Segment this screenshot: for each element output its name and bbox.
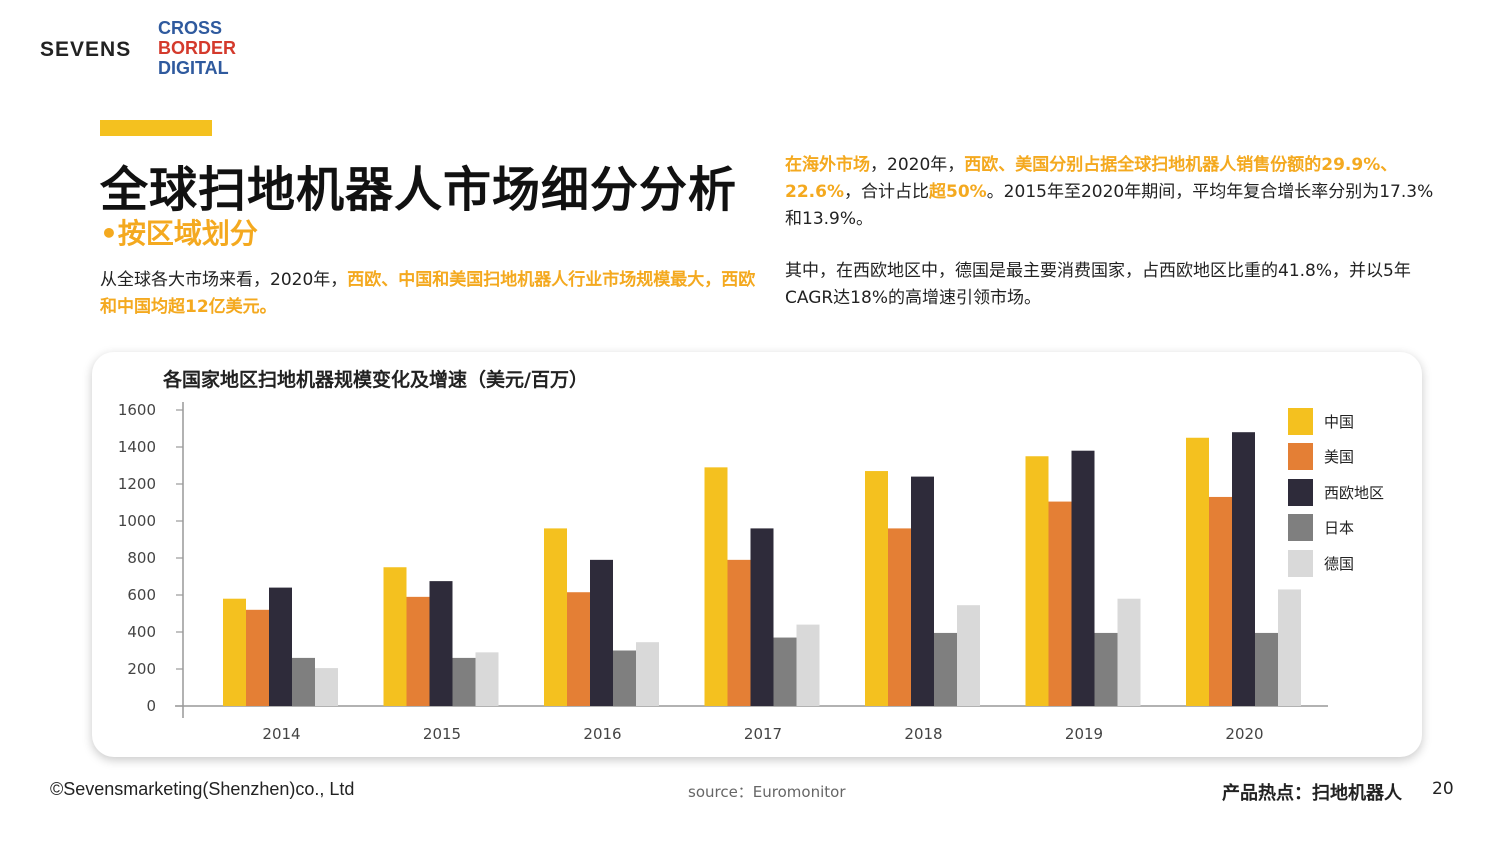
bar-2019-3 xyxy=(1094,632,1118,706)
bar-2014-3 xyxy=(292,657,315,706)
bar-2020-4 xyxy=(1278,589,1301,706)
legend-label: 西欧地区 xyxy=(1324,483,1385,502)
logo-line-cross: CROSS xyxy=(158,18,223,38)
bar-2014-2 xyxy=(269,587,292,706)
sevens-logo: SEVENS xyxy=(40,38,132,61)
bar-2020-0 xyxy=(1186,437,1209,706)
legend-swatch xyxy=(1288,549,1313,577)
y-tick-label: 400 xyxy=(127,623,156,641)
bar-2015-3 xyxy=(452,657,476,706)
crossborder-digital-logo: CROSS BORDER DIGITAL xyxy=(158,18,236,78)
x-tick-label: 2015 xyxy=(423,725,461,743)
bar-2016-2 xyxy=(590,559,613,706)
bar-2015-0 xyxy=(383,567,407,706)
y-tick-label: 0 xyxy=(146,697,156,715)
highlight-overseas: 在海外市场 xyxy=(785,155,870,175)
intro-paragraph: 从全球各大市场来看，2020年，西欧、中国和美国扫地机器人行业市场规模最大，西欧… xyxy=(100,267,760,321)
logo-line-digital: DIGITAL xyxy=(158,58,229,78)
bar-2020-3 xyxy=(1255,632,1278,706)
legend-label: 中国 xyxy=(1324,412,1355,431)
bar-2018-0 xyxy=(865,471,888,706)
bar-2014-4 xyxy=(315,668,338,706)
chart-title: 各国家地区扫地机器规模变化及增速（美元/百万） xyxy=(163,369,588,391)
x-tick-label: 2020 xyxy=(1225,725,1263,743)
legend-label: 日本 xyxy=(1324,519,1355,537)
text-segment: ，合计占比 xyxy=(843,182,929,202)
y-tick-label: 200 xyxy=(127,660,156,678)
logo-line-border: BORDER xyxy=(158,38,237,58)
highlight-over-50: 超50% xyxy=(928,182,987,202)
x-tick-label: 2018 xyxy=(904,725,942,743)
bar-2015-1 xyxy=(406,596,430,706)
x-tick-label: 2014 xyxy=(262,725,300,743)
analysis-paragraph-2: 其中，在西欧地区中，德国是最主要消费国家，占西欧地区比重的41.8%，并以5年C… xyxy=(785,261,1411,308)
legend-swatch xyxy=(1288,514,1313,541)
source-text: source：Euromonitor xyxy=(688,783,846,801)
bar-2016-3 xyxy=(613,650,636,706)
y-tick-label: 600 xyxy=(127,586,156,604)
bar-2019-0 xyxy=(1025,456,1049,706)
intro-highlight: 西欧、中国和美国扫地机器人行业市场规模最大，西欧和中国均超12亿美元。 xyxy=(100,270,756,317)
text-segment: 。2015年至2020年期间，平均年复合增长率分别为17.3%和13.9%。 xyxy=(785,182,1434,229)
y-tick-label: 1600 xyxy=(118,401,156,419)
y-tick-label: 1000 xyxy=(118,512,156,530)
y-tick-label: 800 xyxy=(127,549,156,567)
topic-text: 产品热点：扫地机器人 xyxy=(1222,783,1402,804)
bar-2016-4 xyxy=(636,642,659,706)
bar-2015-2 xyxy=(429,581,453,706)
legend-label: 美国 xyxy=(1324,448,1355,466)
intro-text: 从全球各大市场来看，2020年， xyxy=(100,270,348,290)
bar-2017-4 xyxy=(796,624,820,706)
legend-item: 日本 xyxy=(1288,510,1384,546)
page-title: 全球扫地机器人市场细分分析 xyxy=(100,162,738,218)
bar-2018-4 xyxy=(957,605,980,706)
x-tick-label: 2017 xyxy=(744,725,782,743)
bar-2018-1 xyxy=(888,528,911,706)
title-accent-bar xyxy=(100,120,212,136)
page-number: 20 xyxy=(1432,779,1454,799)
legend-swatch xyxy=(1288,443,1313,470)
legend-item: 德国 xyxy=(1288,545,1384,581)
legend-item: 美国 xyxy=(1288,439,1384,475)
bar-2017-3 xyxy=(773,637,797,706)
bar-2020-2 xyxy=(1232,432,1255,706)
bar-2016-0 xyxy=(544,528,567,706)
bar-2017-1 xyxy=(727,559,751,706)
bar-2015-4 xyxy=(475,652,499,706)
x-tick-label: 2016 xyxy=(583,725,621,743)
bar-2019-2 xyxy=(1071,450,1095,706)
text-segment: ，2020年， xyxy=(870,155,965,175)
chart-legend: 中国美国西欧地区日本德国 xyxy=(1288,403,1384,581)
copyright-text: ©Sevensmarketing(Shenzhen)co., Ltd xyxy=(50,779,355,799)
bar-2016-1 xyxy=(567,592,590,706)
page-subtitle: •按区域划分 xyxy=(100,217,258,250)
bar-2020-1 xyxy=(1209,496,1232,706)
legend-item: 西欧地区 xyxy=(1288,474,1384,510)
bar-2017-0 xyxy=(704,467,728,706)
analysis-paragraph-1: 在海外市场，2020年，西欧、美国分别占据全球扫地机器人销售份额的29.9%、2… xyxy=(785,152,1435,233)
highlight-shares: 西欧、美国分别占据全球扫地机器人销售份额的29.9%、22.6% xyxy=(785,155,1398,202)
bar-2018-3 xyxy=(934,632,957,706)
x-tick-label: 2019 xyxy=(1065,725,1103,743)
legend-item: 中国 xyxy=(1288,403,1384,439)
analysis-text: 在海外市场，2020年，西欧、美国分别占据全球扫地机器人销售份额的29.9%、2… xyxy=(785,152,1435,337)
legend-swatch xyxy=(1288,407,1313,435)
bar-2019-1 xyxy=(1048,501,1072,706)
bar-2018-2 xyxy=(911,476,934,706)
y-tick-label: 1200 xyxy=(118,475,156,493)
bar-2017-2 xyxy=(750,528,774,706)
bar-2014-1 xyxy=(246,609,269,706)
legend-label: 德国 xyxy=(1324,554,1355,573)
legend-swatch xyxy=(1288,478,1313,506)
bar-2014-0 xyxy=(223,598,246,706)
y-tick-label: 1400 xyxy=(118,438,156,456)
bar-2019-4 xyxy=(1117,598,1141,706)
